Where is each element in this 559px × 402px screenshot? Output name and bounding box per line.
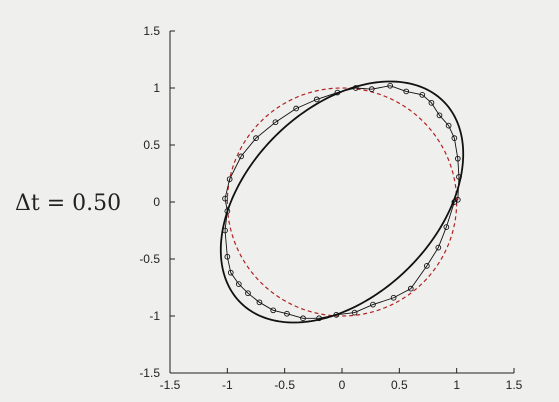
y-tick-label: 0.5 [143,138,160,152]
sample-point [256,299,263,306]
sample-point [300,315,306,322]
x-tick-label: 1 [453,378,460,392]
y-tick-label: -1.5 [139,366,160,380]
x-tick-label: -1 [222,378,233,392]
y-tick-label: 1 [153,81,160,95]
reference-circle [226,87,458,317]
sample-point [227,269,234,276]
sample-point [424,262,430,269]
sample-point [370,301,376,308]
sample-point [428,99,435,106]
sample-point [390,294,397,301]
x-tick-label: 0 [339,378,346,392]
sample-point [316,315,322,322]
sample-point [333,312,340,318]
sample-point [445,122,452,129]
sample-point [313,96,320,103]
delta-t-label: Δt = 0.50 [15,191,121,216]
sample-point [284,310,290,317]
x-tick-label: 0.5 [391,378,408,392]
y-tick-label: -0.5 [139,252,160,266]
sample-point [235,281,242,287]
sample-point [238,153,244,160]
sample-path-line [224,85,460,319]
sample-point [226,176,233,183]
x-tick-label: -1.5 [160,378,181,392]
sample-point [270,307,277,314]
sample-point [419,91,426,98]
sample-point [436,112,443,119]
sample-point [351,309,358,316]
sample-point [352,85,359,91]
x-tick-label: 1.5 [506,378,523,392]
sample-point [272,119,279,126]
sample-point [407,285,414,292]
sample-point [293,105,299,112]
sample-point [456,174,462,180]
y-tick-label: 0 [153,195,160,209]
solution-ellipse [219,80,465,324]
sample-point [334,89,341,96]
sample-point [435,244,442,251]
sample-point [443,224,450,230]
sample-point [454,155,461,162]
sample-point [245,290,251,297]
y-tick-label: 1.5 [143,24,160,38]
sample-point [387,82,394,89]
sample-point [224,208,231,214]
sample-point [222,195,228,202]
y-tick-label: -1 [149,309,160,323]
sample-point [403,88,410,95]
sample-point [368,86,375,92]
sample-point [451,135,458,142]
sample-point [224,253,231,260]
x-tick-label: -0.5 [274,378,295,392]
sample-point [253,135,259,142]
plot-area: -1.5 -1 -0.5 0 0.5 1 1.5 -1.5 -1 -0.5 0 0.5 1 1.5 [139,24,522,392]
sample-point [454,196,461,203]
sample-point [222,227,228,234]
